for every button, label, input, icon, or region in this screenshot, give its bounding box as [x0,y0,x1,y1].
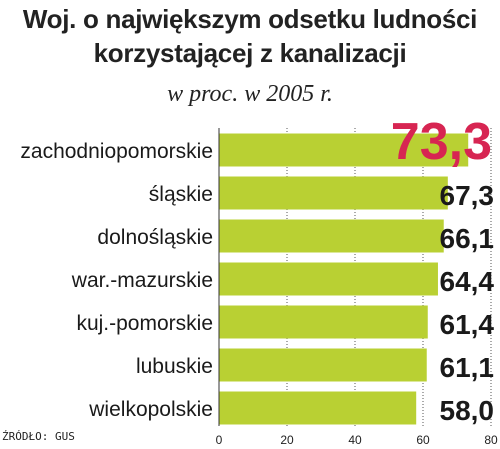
bar [219,262,438,296]
category-label: lubuskie [136,355,213,378]
source-note: ŹRÓDŁO: GUS [2,430,75,443]
x-tick-label: 80 [484,433,498,447]
bar [219,348,427,382]
x-tick-label: 60 [416,433,430,447]
chart-title: Woj. o największym odsetku ludności korz… [22,4,478,68]
category-label: war.-mazurskie [71,269,213,292]
value-label: 61,1 [440,352,495,383]
value-label: 66,1 [440,223,495,254]
value-label: 61,4 [440,309,495,340]
x-tick-label: 0 [216,433,223,447]
bar [219,391,417,425]
bar [219,176,448,210]
bar [219,219,444,253]
chart-subtitle: w proc. w 2005 r. [167,81,333,107]
category-label: śląskie [149,183,213,206]
category-label: dolnośląskie [97,226,213,249]
bar [219,133,469,167]
value-label: 67,3 [440,180,495,211]
value-label: 64,4 [440,266,495,297]
x-tick-label: 20 [280,433,294,447]
category-label: kuj.-pomorskie [76,312,213,335]
category-label: zachodniopomorskie [20,140,213,163]
category-label: wielkopolskie [88,398,213,421]
bar [219,305,428,339]
highlight-value-label: 73,3 [391,113,492,171]
value-label: 58,0 [440,395,495,426]
x-tick-label: 40 [348,433,362,447]
